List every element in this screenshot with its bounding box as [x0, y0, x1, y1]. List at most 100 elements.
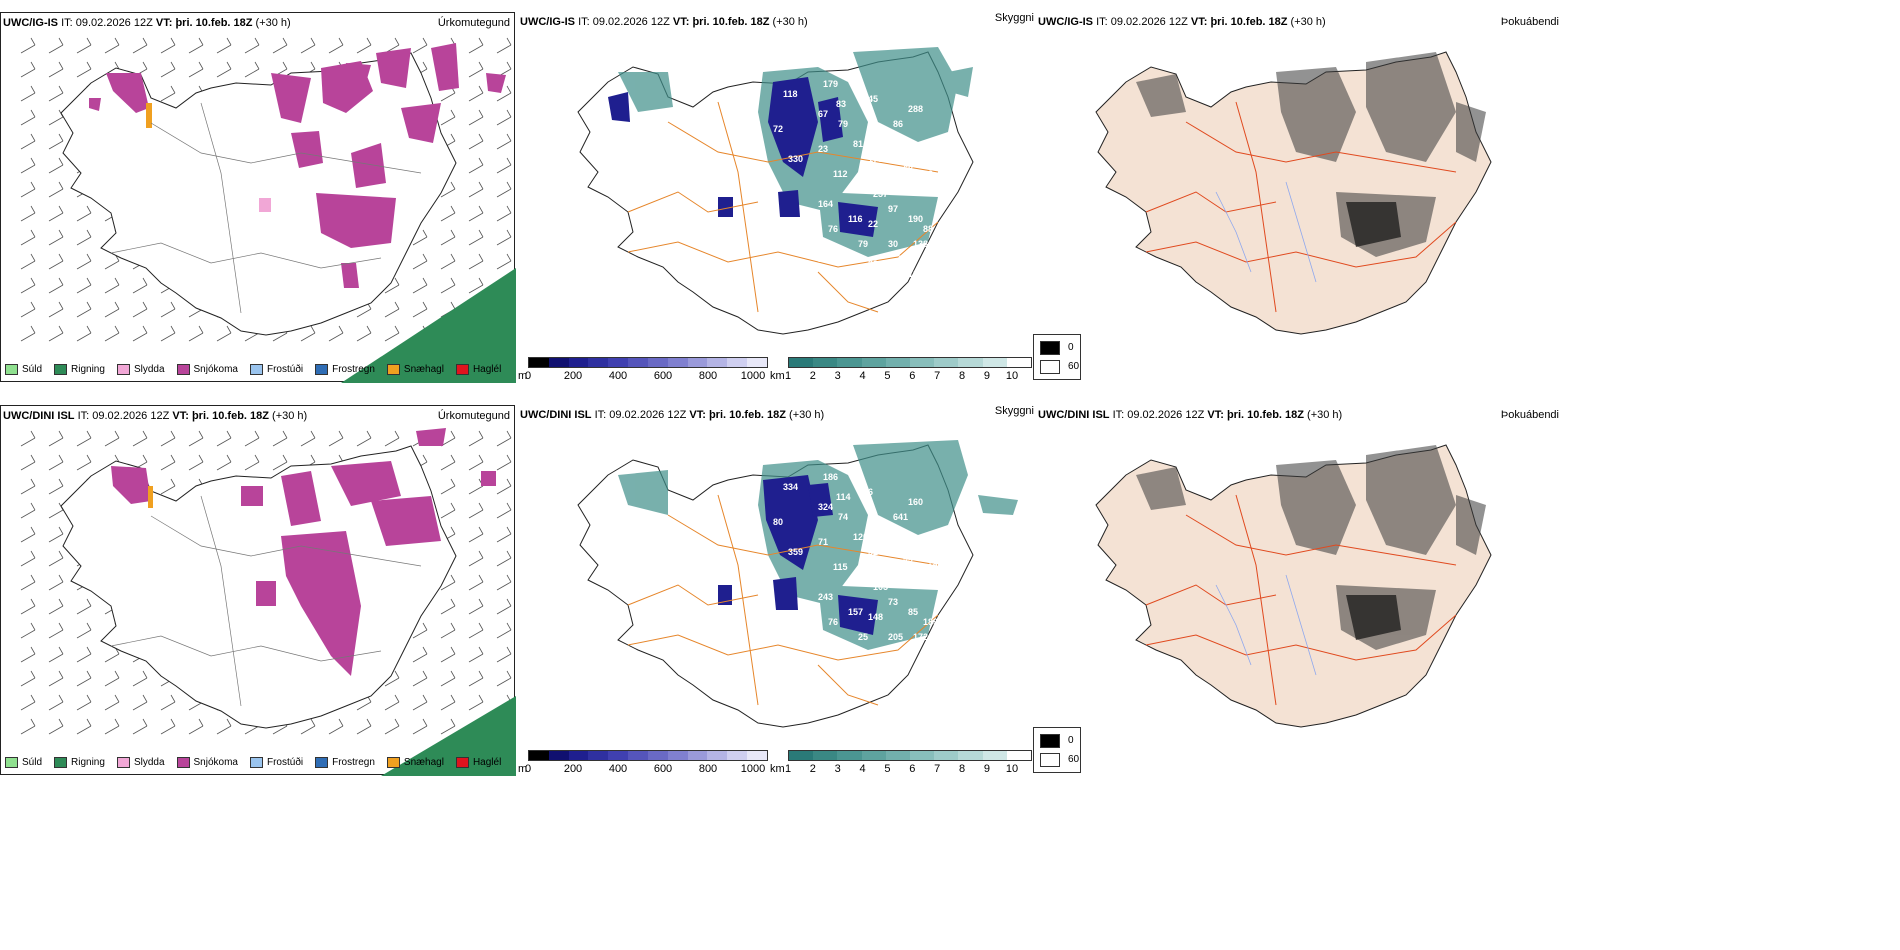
tick: 6: [909, 763, 916, 775]
wind-barb: [20, 181, 36, 198]
visibility-value: 114: [836, 492, 851, 502]
legend-swatch: [116, 757, 130, 768]
tick: 7: [934, 763, 941, 775]
legend-swatch: [315, 364, 329, 375]
visibility-value: 324: [818, 502, 833, 512]
wind-barb: [412, 253, 428, 270]
wind-barb: [496, 133, 512, 150]
wind-barb: [468, 205, 484, 222]
wind-barb: [468, 670, 484, 687]
fog-dense-area: [1346, 595, 1401, 640]
wind-barb: [440, 430, 456, 447]
tick: 2: [809, 370, 816, 382]
wind-barb: [496, 253, 512, 270]
wind-barb: [20, 502, 36, 519]
height-colorbar: m 0 200 400 600 800 1000: [518, 750, 768, 778]
visibility-value: 86: [893, 119, 903, 129]
precip-type-panel-row1: UWC/IG-IS IT: 09.02.2026 12Z VT: þri. 10…: [0, 12, 516, 383]
visibility-value: 16: [863, 289, 873, 299]
wind-barb: [440, 253, 456, 270]
wind-barb: [104, 670, 120, 687]
wind-barb: [188, 325, 204, 342]
visibility-value: 76: [828, 224, 838, 234]
wind-barb: [20, 454, 36, 471]
wind-barb: [20, 157, 36, 174]
fog-legend: 0 60: [1033, 334, 1081, 380]
wind-barb: [412, 718, 428, 735]
wind-barb: [328, 430, 344, 447]
tick: 5: [884, 370, 891, 382]
wind-barb: [20, 109, 36, 126]
wind-barb: [468, 37, 484, 54]
visibility-value: 71: [818, 537, 828, 547]
wind-barb: [468, 502, 484, 519]
panel-label: Skyggni: [994, 12, 1034, 24]
precip-legend: Súld Rigning Slydda Snjókoma Frostúði Fr…: [5, 757, 501, 768]
fog-panel-row2: UWC/DINI ISL IT: 09.02.2026 12Z VT: þri.…: [1036, 405, 1559, 775]
legend-item: Slydda: [116, 364, 165, 375]
wind-barb: [272, 430, 288, 447]
wind-barb: [48, 670, 64, 687]
fog-panel-row1: UWC/IG-IS IT: 09.02.2026 12Z VT: þri. 10…: [1036, 12, 1559, 382]
snow-pellet-area: [146, 103, 152, 128]
visibility-value: 179: [823, 79, 838, 89]
tick: 8: [958, 763, 966, 775]
tick: 400: [608, 763, 628, 775]
tick: 5: [884, 763, 891, 775]
visibility-value: 73: [888, 597, 898, 607]
wind-barb: [496, 205, 512, 222]
legend-swatch: [5, 757, 18, 768]
wind-barb: [216, 61, 232, 78]
precip-type-panel-row2: UWC/DINI ISL IT: 09.02.2026 12Z VT: þri.…: [0, 405, 516, 776]
wind-barb: [412, 37, 428, 54]
wind-barb: [496, 229, 512, 246]
visibility-panel-row2: 186 334 114 76 160 324 74 80 317 641 71 120 190 359 52…: [518, 405, 1034, 775]
wind-barb: [440, 277, 456, 294]
wind-barb: [384, 430, 400, 447]
wind-barb: [160, 430, 176, 447]
fog-tick: 0: [1068, 735, 1074, 746]
wind-barb: [160, 85, 176, 102]
wind-barb: [76, 205, 92, 222]
roads: [1145, 494, 1457, 706]
wind-barb: [440, 229, 456, 246]
wind-barb: [272, 454, 288, 471]
wind-barb: [20, 670, 36, 687]
wind-barb: [468, 181, 484, 198]
roads: [110, 102, 422, 314]
wind-barb: [104, 301, 120, 318]
wind-barb: [468, 550, 484, 567]
wind-barb: [20, 133, 36, 150]
wind-barb: [20, 694, 36, 711]
panel-label: Úrkomutegund: [437, 410, 510, 422]
visibility-value: 317: [873, 522, 888, 532]
legend-swatch: [176, 757, 190, 768]
wind-barb: [440, 109, 456, 126]
visibility-value: 76: [828, 617, 838, 627]
roads: [627, 494, 939, 706]
wind-barb: [496, 181, 512, 198]
visibility-value: 236: [868, 259, 883, 269]
panel-title: UWC/IG-IS IT: 09.02.2026 12Z VT: þri. 10…: [520, 16, 808, 28]
wind-barb: [300, 718, 316, 735]
fog-dense-area: [1346, 202, 1401, 247]
visibility-colorbar: km 1 2 3 4 5 6 7 8 9 10: [770, 750, 1032, 778]
wind-barb: [440, 622, 456, 639]
wind-barb: [76, 598, 92, 615]
wind-barb: [20, 205, 36, 222]
visibility-value: 78: [898, 254, 908, 264]
visibility-value: 73: [903, 557, 913, 567]
wind-barb: [132, 325, 148, 342]
wind-barb: [48, 430, 64, 447]
visibility-value: 25: [858, 632, 868, 642]
tick: 3: [834, 763, 841, 775]
precip-type-map: [20, 37, 516, 383]
wind-barb: [468, 253, 484, 270]
legend-swatch: [386, 757, 400, 768]
legend-item: Snæhagl: [386, 757, 444, 768]
wind-barb: [48, 325, 64, 342]
sleet-area: [259, 198, 271, 212]
precip-legend: Súld Rigning Slydda Snjókoma Frostúði Fr…: [5, 364, 501, 375]
snow-areas: [111, 428, 496, 676]
visibility-colorbar: km 1 2 3 4 5 6 7 8 9 10: [770, 357, 1032, 385]
